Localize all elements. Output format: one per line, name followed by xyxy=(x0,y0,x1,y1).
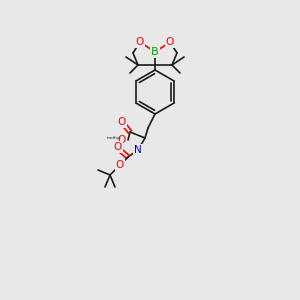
Text: O: O xyxy=(114,142,122,152)
Text: O: O xyxy=(116,160,124,170)
Text: O: O xyxy=(166,37,174,47)
Text: O: O xyxy=(118,117,126,127)
Text: O: O xyxy=(136,37,144,47)
Text: methyl: methyl xyxy=(107,136,121,140)
Text: B: B xyxy=(151,47,159,57)
Text: O: O xyxy=(118,135,126,145)
Text: N: N xyxy=(134,145,142,155)
